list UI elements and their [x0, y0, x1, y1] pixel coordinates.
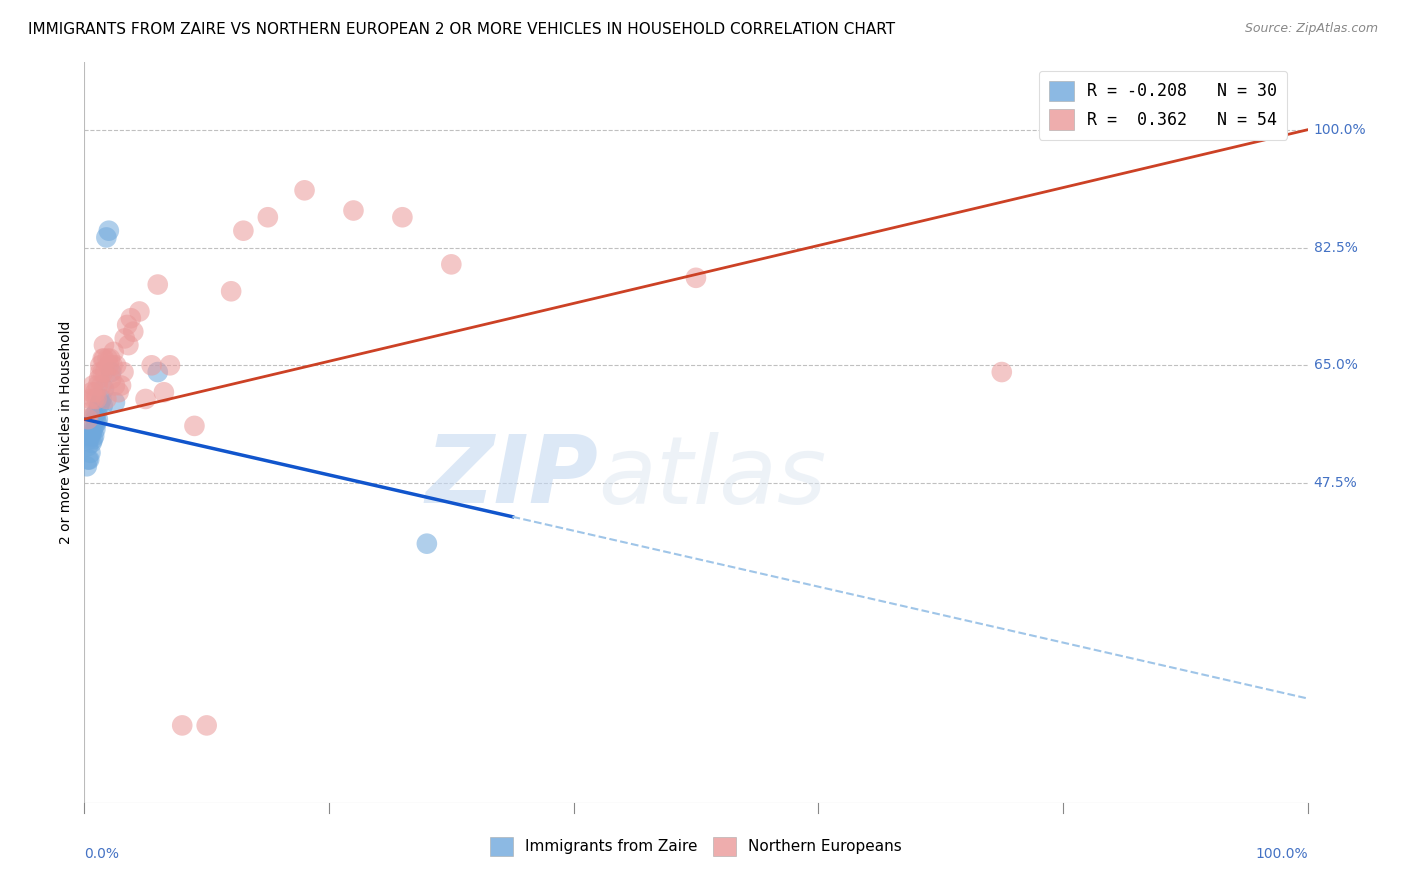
Text: 0.0%: 0.0% — [84, 847, 120, 861]
Text: 47.5%: 47.5% — [1313, 476, 1357, 490]
Point — [219, 285, 242, 299]
Point — [115, 318, 138, 332]
Point — [86, 392, 108, 406]
Point — [294, 183, 316, 197]
Point — [77, 433, 100, 447]
Text: ZIP: ZIP — [425, 431, 598, 523]
Point — [101, 359, 124, 373]
Point — [86, 416, 108, 430]
Point — [79, 429, 101, 443]
Point — [82, 433, 104, 447]
Point — [93, 338, 115, 352]
Point — [80, 385, 103, 400]
Y-axis label: 2 or more Vehicles in Household: 2 or more Vehicles in Household — [59, 321, 73, 544]
Point — [89, 395, 111, 409]
Point — [77, 452, 100, 467]
Point — [86, 405, 108, 419]
Point — [128, 304, 150, 318]
Point — [80, 435, 103, 450]
Legend: Immigrants from Zaire, Northern Europeans: Immigrants from Zaire, Northern European… — [484, 831, 908, 862]
Point — [82, 422, 104, 436]
Point — [87, 399, 110, 413]
Point — [87, 412, 110, 426]
Text: Source: ZipAtlas.com: Source: ZipAtlas.com — [1244, 22, 1378, 36]
Point — [94, 365, 117, 379]
Point — [100, 372, 122, 386]
Point — [172, 718, 194, 732]
Point — [146, 277, 169, 292]
Point — [135, 392, 157, 406]
Point — [83, 429, 105, 443]
Point — [93, 382, 115, 396]
Point — [83, 392, 105, 406]
Point — [91, 399, 114, 413]
Point — [97, 224, 120, 238]
Point — [141, 359, 163, 373]
Point — [232, 224, 254, 238]
Point — [77, 412, 100, 426]
Point — [416, 536, 439, 550]
Point — [84, 385, 107, 400]
Point — [1247, 122, 1270, 136]
Point — [122, 325, 145, 339]
Point — [83, 418, 105, 433]
Point — [100, 365, 122, 379]
Text: 100.0%: 100.0% — [1313, 123, 1367, 136]
Point — [97, 351, 120, 366]
Text: 65.0%: 65.0% — [1313, 359, 1358, 372]
Point — [87, 372, 110, 386]
Point — [257, 211, 280, 225]
Point — [342, 203, 364, 218]
Point — [76, 459, 98, 474]
Point — [84, 422, 107, 436]
Point — [120, 311, 142, 326]
Point — [96, 392, 118, 406]
Point — [93, 351, 115, 366]
Point — [685, 270, 707, 285]
Point — [440, 257, 463, 271]
Point — [77, 439, 100, 453]
Point — [82, 378, 104, 392]
Point — [97, 359, 120, 373]
Point — [89, 359, 111, 373]
Point — [77, 452, 100, 467]
Point — [183, 418, 205, 433]
Point — [107, 385, 129, 400]
Point — [96, 230, 118, 244]
Point — [90, 392, 112, 406]
Point — [153, 385, 176, 400]
Text: atlas: atlas — [598, 432, 827, 523]
Point — [110, 378, 132, 392]
Text: 82.5%: 82.5% — [1313, 241, 1358, 254]
Point — [104, 378, 127, 392]
Point — [90, 378, 112, 392]
Point — [105, 359, 128, 373]
Point — [103, 344, 125, 359]
Point — [80, 425, 103, 440]
Point — [391, 211, 413, 225]
Point — [991, 365, 1014, 379]
Point — [83, 409, 105, 423]
Point — [195, 718, 218, 732]
Point — [91, 365, 114, 379]
Point — [98, 351, 121, 366]
Point — [104, 395, 127, 409]
Point — [117, 338, 139, 352]
Point — [77, 405, 100, 419]
Point — [87, 378, 110, 392]
Point — [84, 412, 107, 426]
Point — [114, 331, 136, 345]
Text: IMMIGRANTS FROM ZAIRE VS NORTHERN EUROPEAN 2 OR MORE VEHICLES IN HOUSEHOLD CORRE: IMMIGRANTS FROM ZAIRE VS NORTHERN EUROPE… — [28, 22, 896, 37]
Point — [89, 365, 111, 379]
Point — [79, 446, 101, 460]
Point — [112, 365, 135, 379]
Point — [79, 392, 101, 406]
Point — [146, 365, 169, 379]
Point — [159, 359, 181, 373]
Point — [91, 351, 114, 366]
Text: 100.0%: 100.0% — [1256, 847, 1308, 861]
